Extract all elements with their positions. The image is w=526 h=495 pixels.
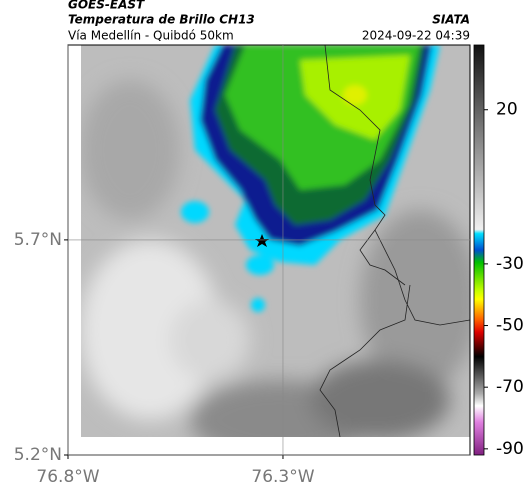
colorbar-tick-label: -50 (496, 316, 524, 336)
source: SIATA (432, 13, 470, 27)
x-tick-label: 76.8°W (36, 467, 99, 487)
y-tick-label: 5.2°N (14, 445, 62, 465)
agency: GOES-EAST (68, 0, 145, 12)
title: Temperatura de Brillo CH13 (68, 13, 255, 27)
colorbar-tick-label: 20 (496, 100, 518, 120)
colorbar-tick-label: -90 (496, 439, 524, 459)
satellite-image (81, 45, 470, 437)
subtitle: Vía Medellín - Quibdó 50km (68, 29, 234, 43)
colorbar-tick-label: -30 (496, 254, 524, 274)
y-tick-label: 5.7°N (14, 230, 62, 250)
colorbar (473, 44, 485, 456)
colorbar-tick-label: -70 (496, 377, 524, 397)
x-tick-label: 76.3°W (251, 467, 314, 487)
timestamp: 2024-09-22 04:39 (362, 29, 470, 43)
